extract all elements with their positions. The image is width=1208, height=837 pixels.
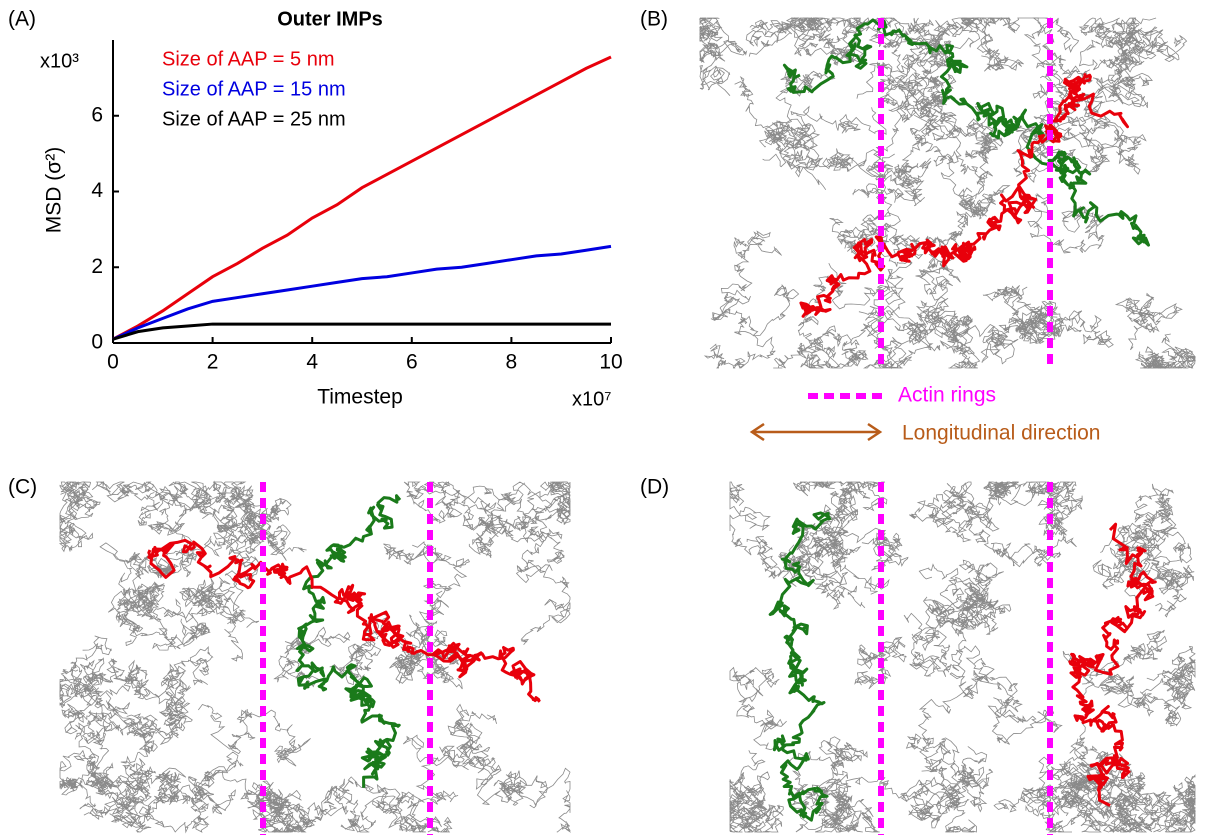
tracked-trajectory: [149, 540, 540, 702]
trajectory: [956, 560, 1011, 634]
trajectory: [383, 542, 469, 598]
trajectory: [92, 482, 170, 525]
trajectory: [812, 482, 885, 554]
trajectory: [153, 589, 222, 650]
trajectory: [1008, 510, 1077, 567]
panel-label: (D): [640, 476, 669, 499]
trajectory: [773, 339, 844, 369]
trajectory: [730, 482, 787, 577]
trajectory: [275, 627, 350, 686]
direction-legend-text: Longitudinal direction: [902, 422, 1100, 445]
trajectory: [404, 482, 490, 523]
trajectory: [730, 668, 787, 750]
trajectory: [156, 697, 192, 745]
y-tick-label: 2: [91, 255, 103, 278]
y-tick-label: 4: [91, 179, 103, 202]
y-tick-label: 0: [91, 331, 103, 354]
trajectory: [760, 107, 887, 149]
y-multiplier: x10³: [40, 50, 79, 72]
direction-arrow: [752, 424, 880, 440]
x-tick-label: 8: [506, 351, 518, 374]
trajectory: [1116, 294, 1182, 350]
x-tick-label: 2: [207, 351, 219, 374]
trajectory: [1155, 566, 1194, 617]
x-tick-label: 0: [107, 351, 119, 374]
x-axis-label: Timestep: [317, 386, 403, 409]
x-tick-label: 6: [406, 351, 418, 374]
trajectory: [865, 328, 941, 368]
trajectory: [517, 527, 571, 645]
trajectory: [910, 652, 974, 772]
y-axis-label: MSD (σ²): [43, 147, 66, 233]
trajectory: [338, 793, 420, 832]
series-line: [113, 324, 611, 339]
chart-title: Outer IMPs: [277, 8, 383, 30]
legend-entry: Size of AAP = 25 nm: [162, 108, 346, 130]
actin-legend-text: Actin rings: [898, 384, 996, 407]
trajectory: [198, 705, 310, 767]
legend-entry: Size of AAP = 5 nm: [162, 48, 335, 70]
trajectory: [1080, 18, 1187, 62]
trajectory: [907, 734, 987, 812]
x-tick-label: 4: [306, 351, 318, 374]
panel-label: (B): [640, 8, 668, 31]
trajectory: [60, 482, 100, 530]
figure: (A) (B) (C) (D) Outer IMPs Timestep MSD …: [0, 0, 1208, 837]
x-multiplier: x10⁷: [572, 388, 611, 410]
x-tick-label: 10: [599, 351, 622, 374]
tracked-trajectory: [801, 75, 1128, 317]
panel-label: (C): [8, 476, 37, 499]
y-tick-label: 6: [91, 103, 103, 126]
legend-entry: Size of AAP = 15 nm: [162, 78, 346, 100]
trajectory: [700, 18, 747, 63]
panel-label: (A): [8, 8, 36, 31]
trajectory: [711, 231, 781, 320]
